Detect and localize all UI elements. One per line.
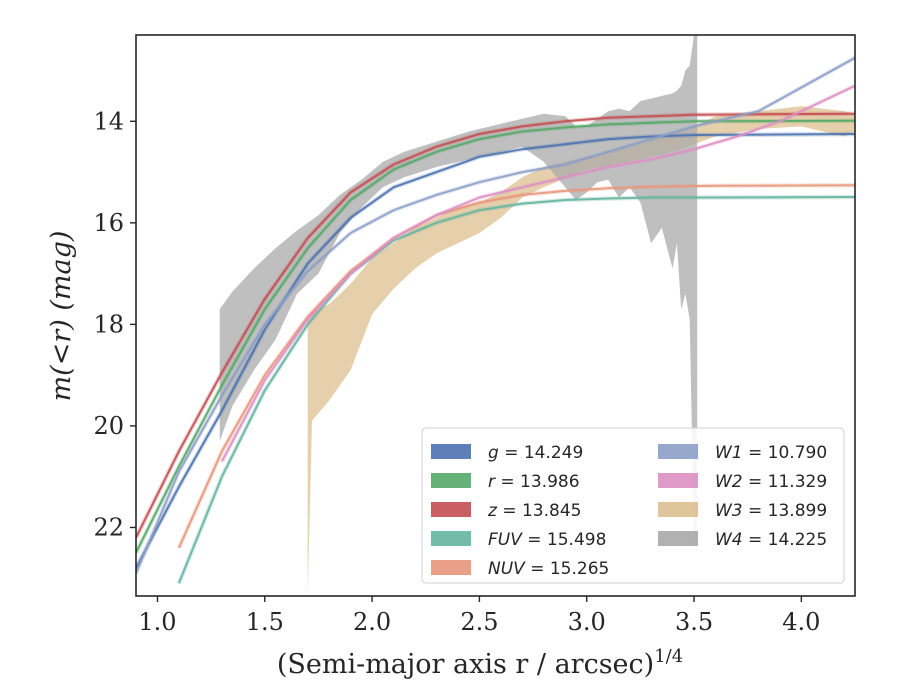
legend-label-g: g = 14.249 [488, 443, 583, 463]
legend-swatch-w1 [658, 444, 698, 459]
legend-label-w2: W2 = 11.329 [715, 472, 827, 492]
series-line-r [136, 119, 855, 554]
legend: g = 14.249 r = 13.986 z = 13.845 FUV = 15.4… [421, 427, 845, 584]
legend-label-fuv: FUV = 15.498 [488, 530, 606, 550]
series-line-fuv [177, 196, 855, 584]
x-tick-label: 1.0 [138, 608, 176, 636]
legend-label-w4: W4 = 14.225 [715, 530, 827, 550]
legend-swatch-w3 [658, 502, 698, 517]
plot-bands [219, 35, 855, 594]
x-tick-label: 4.0 [782, 608, 820, 636]
legend-label-w3: W3 = 13.899 [715, 501, 827, 521]
x-tick-label: 3.5 [675, 608, 713, 636]
legend-swatch-r [431, 473, 471, 488]
series-band-w3 [307, 106, 855, 594]
series-line-g [136, 133, 855, 569]
x-axis-label: (Semi-major axis r / arcsec)1/4 [277, 646, 683, 680]
legend-label-nuv: NUV = 15.265 [488, 559, 609, 579]
legend-label-r: r = 13.986 [488, 472, 580, 492]
y-axis-label: m(<r) (mag) [46, 231, 77, 402]
legend-swatch-fuv [431, 531, 471, 546]
x-tick-label: 3.0 [568, 608, 606, 636]
y-axis: 14 16 18 20 22 [93, 107, 136, 541]
x-tick-label: 1.5 [246, 608, 284, 636]
legend-frame [421, 427, 845, 584]
legend-label-z: z = 13.845 [487, 501, 581, 521]
series-line-z [136, 112, 855, 539]
legend-swatch-g [431, 444, 471, 459]
legend-swatch-w2 [658, 473, 698, 488]
y-tick-label: 18 [93, 310, 124, 338]
y-tick-label: 14 [93, 107, 124, 135]
series-line-w2 [221, 84, 855, 462]
x-axis: 1.0 1.5 2.0 2.5 3.0 3.5 4.0 [138, 596, 820, 636]
series-line-w1 [136, 56, 855, 574]
series-band-w4 [219, 35, 698, 553]
y-tick-label: 16 [93, 209, 124, 237]
x-tick-label: 2.5 [460, 608, 498, 636]
legend-swatch-w4 [658, 531, 698, 546]
y-tick-label: 22 [93, 513, 124, 541]
legend-swatch-nuv [431, 560, 471, 575]
legend-label-w1: W1 = 10.790 [715, 443, 827, 463]
y-tick-label: 20 [93, 412, 124, 440]
legend-swatch-z [431, 502, 471, 517]
series-line-nuv [177, 184, 855, 549]
plot-lines [136, 55, 855, 585]
plot-frame [135, 34, 856, 597]
x-tick-label: 2.0 [353, 608, 391, 636]
